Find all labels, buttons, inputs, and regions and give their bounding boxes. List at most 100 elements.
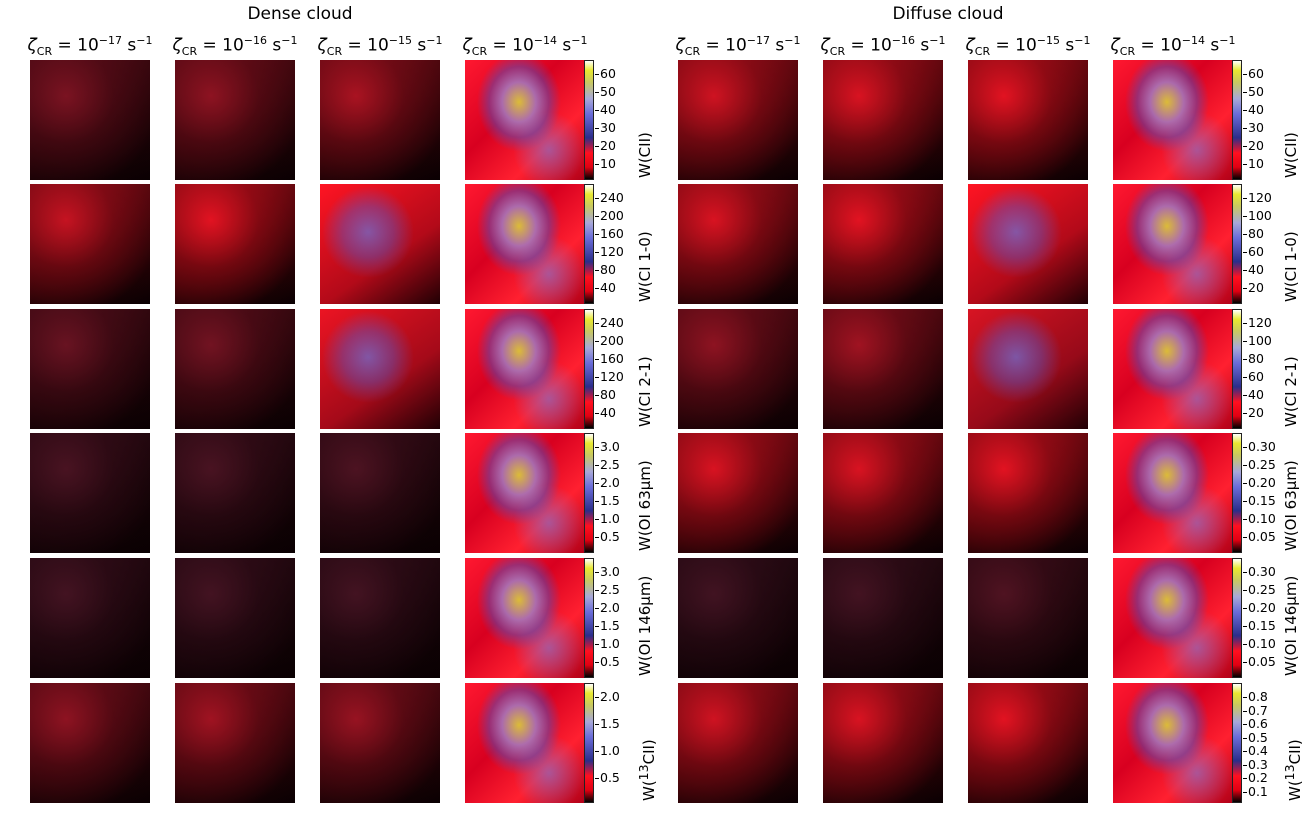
- map-panel: [1113, 433, 1233, 553]
- colorbar-tick: 120: [595, 244, 624, 259]
- colorbar-tick: 2.5: [595, 457, 620, 472]
- colorbar-tick: 50: [1243, 84, 1264, 99]
- map-panel: [1113, 683, 1233, 803]
- map-panel: [320, 184, 440, 304]
- colorbar-tick: 0.5: [1243, 729, 1268, 745]
- colorbar-tick: 120: [595, 369, 624, 384]
- map-panel: [30, 184, 150, 304]
- map-panel: [465, 558, 585, 678]
- colorbar-tick: 1.0: [595, 636, 620, 651]
- colorbar-tick: 60: [595, 66, 616, 81]
- map-panel: [465, 683, 585, 803]
- colorbar: [1232, 433, 1242, 553]
- colorbar: [1232, 558, 1242, 678]
- map-panel: [175, 309, 295, 429]
- colorbar: [584, 309, 594, 429]
- colorbar-tick: 160: [595, 351, 624, 366]
- map-panel: [678, 309, 798, 429]
- colorbar-label: W(OI 63μm): [1282, 460, 1300, 551]
- colorbar-tick: 0.05: [1243, 654, 1276, 669]
- map-panel: [175, 683, 295, 803]
- colorbar-tick: 60: [1243, 244, 1264, 259]
- colorbar-tick: 120: [1243, 190, 1272, 205]
- colorbar-tick: 240: [595, 190, 624, 205]
- colorbar-label: W(OI 146μm): [636, 575, 654, 676]
- colorbar-tick: 0.5: [595, 770, 620, 785]
- colorbar-tick: 200: [595, 208, 624, 223]
- colorbar: [584, 60, 594, 180]
- colorbar-label: W(CI 2-1): [1282, 356, 1300, 427]
- colorbar-tick: 1.0: [595, 743, 620, 758]
- colorbar-tick: 1.5: [595, 716, 620, 731]
- map-panel: [320, 683, 440, 803]
- colorbar-tick: 30: [1243, 120, 1264, 135]
- colorbar-label: W(CI 1-0): [636, 231, 654, 302]
- colorbar-label: W(CII): [1282, 132, 1300, 178]
- colorbar-tick: 0.1: [1243, 783, 1268, 799]
- colorbar-tick: 40: [595, 102, 616, 117]
- colorbar-tick: 1.5: [595, 618, 620, 633]
- colorbar-tick: 50: [595, 84, 616, 99]
- colorbar-tick: 10: [1243, 156, 1264, 171]
- colorbar-tick: 40: [1243, 387, 1264, 402]
- map-panel: [465, 184, 585, 304]
- map-panel: [968, 60, 1088, 180]
- map-panel: [175, 60, 295, 180]
- colorbar-tick: 60: [1243, 66, 1264, 81]
- colorbar-tick: 120: [1243, 315, 1272, 330]
- map-panel: [968, 184, 1088, 304]
- colorbar-tick: 0.2: [1243, 770, 1268, 785]
- colorbar-tick: 40: [595, 405, 616, 420]
- map-panel: [465, 60, 585, 180]
- column-header: ζCR = 10−14 s−1: [462, 34, 588, 59]
- colorbar: [1232, 683, 1242, 803]
- colorbar-tick: 3.0: [595, 439, 620, 454]
- colorbar-label: W(CI 1-0): [1282, 231, 1300, 302]
- map-panel: [30, 60, 150, 180]
- colorbar-tick: 0.15: [1243, 493, 1276, 508]
- column-header: ζCR = 10−17 s−1: [675, 34, 801, 59]
- group-title: Diffuse cloud: [892, 4, 1004, 24]
- colorbar-tick: 0.5: [595, 529, 620, 544]
- colorbar-tick: 0.3: [1243, 756, 1268, 772]
- colorbar-tick: 30: [595, 120, 616, 135]
- colorbar-tick: 0.25: [1243, 457, 1276, 472]
- map-panel: [968, 309, 1088, 429]
- colorbar-tick: 1.0: [595, 511, 620, 526]
- map-panel: [823, 558, 943, 678]
- colorbar-tick: 80: [595, 387, 616, 402]
- map-panel: [968, 433, 1088, 553]
- colorbar: [584, 433, 594, 553]
- colorbar: [1232, 309, 1242, 429]
- colorbar-tick: 3.0: [595, 564, 620, 579]
- column-header: ζCR = 10−16 s−1: [172, 34, 298, 59]
- colorbar-tick: 200: [595, 333, 624, 348]
- map-panel: [823, 60, 943, 180]
- colorbar-tick: 20: [1243, 405, 1264, 420]
- map-panel: [320, 558, 440, 678]
- map-panel: [465, 433, 585, 553]
- colorbar-tick: 0.25: [1243, 582, 1276, 597]
- colorbar-tick: 0.05: [1243, 529, 1276, 544]
- colorbar-tick: 0.30: [1243, 564, 1276, 579]
- colorbar-tick: 160: [595, 226, 624, 241]
- column-header: ζCR = 10−14 s−1: [1110, 34, 1236, 59]
- map-panel: [320, 433, 440, 553]
- colorbar-tick: 0.30: [1243, 439, 1276, 454]
- map-panel: [968, 683, 1088, 803]
- colorbar-tick: 20: [595, 138, 616, 153]
- colorbar-tick: 20: [1243, 138, 1264, 153]
- map-panel: [175, 433, 295, 553]
- colorbar: [1232, 60, 1242, 180]
- colorbar-label: W(OI 63μm): [636, 460, 654, 551]
- column-header: ζCR = 10−17 s−1: [27, 34, 153, 59]
- colorbar-tick: 2.5: [595, 582, 620, 597]
- map-panel: [1113, 309, 1233, 429]
- colorbar-tick: 1.5: [595, 493, 620, 508]
- colorbar-tick: 240: [595, 315, 624, 330]
- colorbar-tick: 60: [1243, 369, 1264, 384]
- map-panel: [823, 184, 943, 304]
- map-panel: [175, 558, 295, 678]
- map-panel: [30, 309, 150, 429]
- colorbar-tick: 0.7: [1243, 702, 1268, 718]
